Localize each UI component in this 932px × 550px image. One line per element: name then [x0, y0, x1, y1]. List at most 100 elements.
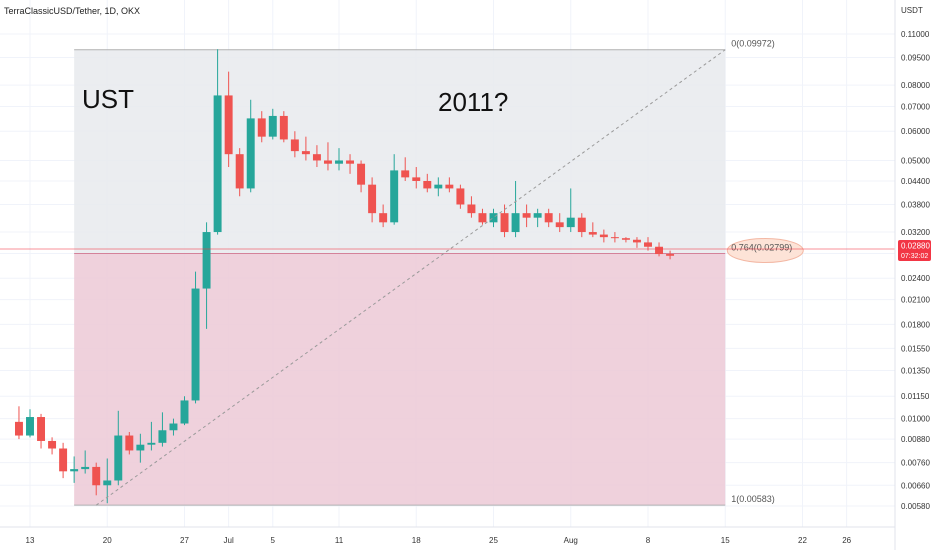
fib-level-label: 1(0.00583): [731, 494, 775, 504]
y-tick-label: 0.06000: [901, 127, 930, 136]
candle: [346, 154, 355, 174]
candle: [290, 131, 299, 158]
candle: [213, 49, 222, 235]
y-axis[interactable]: 0.11000 0.09500 0.08000 0.07000 0.06000 0.050…: [894, 0, 931, 550]
candle-body: [467, 204, 476, 214]
y-axis-unit: USDT: [901, 6, 923, 15]
candle: [379, 204, 388, 228]
candle: [566, 188, 575, 233]
candle-body: [445, 184, 454, 189]
y-tick-label: 0.01350: [901, 366, 930, 375]
candle-body: [92, 466, 101, 486]
candle: [301, 136, 310, 161]
y-tick-label: 0.01150: [901, 392, 930, 401]
x-tick-label: 18: [412, 536, 421, 545]
y-tick-label: 0.09500: [901, 54, 930, 63]
candle: [26, 409, 34, 438]
candle-body: [599, 234, 608, 238]
x-tick-label: Aug: [564, 536, 578, 545]
x-tick-label: Jul: [224, 536, 234, 545]
candle-body: [522, 213, 531, 218]
candle: [390, 154, 399, 225]
candle: [467, 196, 476, 218]
current-price-tag-bg: [898, 239, 931, 261]
x-tick-label: 5: [271, 536, 276, 545]
x-tick-label: 8: [646, 536, 651, 545]
candle: [202, 222, 211, 329]
candle-body: [125, 435, 134, 451]
candle: [555, 213, 564, 233]
y-tick-label: 0.00660: [901, 481, 930, 490]
candle: [401, 157, 410, 181]
y-tick-label: 0.07000: [901, 102, 930, 111]
candles: [14, 49, 675, 504]
candle: [81, 450, 90, 474]
candle: [246, 99, 255, 193]
x-tick-label: 15: [721, 536, 730, 545]
candle: [478, 208, 487, 225]
candle: [37, 413, 46, 449]
y-tick-label: 0.01000: [901, 415, 930, 424]
candle: [533, 208, 542, 228]
candle: [279, 111, 288, 143]
candle-body: [423, 180, 432, 189]
x-tick-label: 20: [103, 536, 112, 545]
candle: [268, 108, 277, 140]
candle: [599, 229, 608, 243]
x-tick-label: 27: [180, 536, 189, 545]
candle: [235, 148, 244, 197]
candle-body: [180, 400, 189, 424]
chart-annotation: UST: [82, 84, 134, 114]
candle-body: [147, 442, 156, 445]
y-tick-label: 0.02100: [901, 296, 930, 305]
candle: [169, 418, 178, 436]
candle: [544, 208, 553, 228]
fib-zones: [74, 49, 726, 506]
candle-body: [666, 254, 675, 256]
candle: [312, 145, 321, 168]
candle-body: [610, 237, 619, 239]
candle: [158, 412, 167, 447]
candle-body: [301, 151, 310, 155]
candle: [59, 442, 68, 479]
y-tick-label: 0.00580: [901, 502, 930, 511]
x-tick-label: 26: [842, 536, 851, 545]
candle-body: [390, 170, 399, 223]
candle-body: [412, 177, 421, 181]
candle: [632, 237, 641, 248]
current-price-value: 0.02880: [901, 241, 930, 250]
candle: [180, 396, 189, 426]
y-tick-label: 0.00880: [901, 435, 930, 444]
candle-body: [644, 242, 652, 247]
candle-body: [379, 213, 388, 223]
y-tick-label: 0.01550: [901, 344, 930, 353]
candle: [500, 204, 509, 238]
x-axis[interactable]: 13 20 27 Jul 5 11 18 25 Aug 8 15 22 26: [0, 526, 895, 545]
candle: [588, 222, 597, 238]
candle: [610, 232, 619, 243]
x-tick-label: 11: [335, 536, 344, 545]
current-price-tag: 0.02880 07:32:02: [898, 239, 931, 261]
candle-body: [312, 154, 321, 161]
candle: [456, 184, 465, 209]
x-tick-label: 22: [798, 536, 807, 545]
candle-body: [346, 160, 355, 164]
candle-body: [632, 239, 641, 243]
candle: [191, 271, 200, 404]
candle-body: [555, 222, 564, 228]
candle-body: [434, 184, 443, 189]
y-tick-label: 0.04400: [901, 177, 930, 186]
candle: [14, 406, 23, 440]
current-price-countdown: 07:32:02: [901, 253, 928, 260]
candle-body: [246, 118, 255, 189]
candle-body: [323, 160, 332, 164]
y-tick-label: 0.11000: [901, 30, 930, 39]
candle-body: [357, 163, 366, 185]
candle: [511, 180, 520, 238]
candle: [489, 208, 498, 228]
candle-body: [213, 95, 222, 233]
candle-body: [191, 288, 200, 401]
candle: [103, 458, 112, 504]
y-tick-label: 0.05000: [901, 156, 930, 165]
